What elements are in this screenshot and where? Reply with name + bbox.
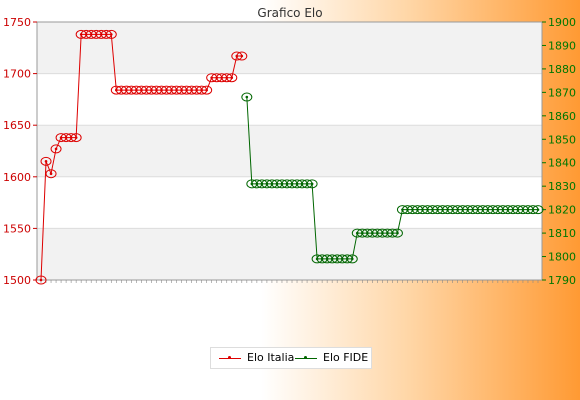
right-axis-tick-label: 1880 (548, 63, 576, 76)
data-point-elo-italia (40, 156, 52, 166)
data-point-elo-fide (306, 179, 318, 189)
data-point-elo-italia (226, 73, 238, 83)
right-axis-tick-label: 1790 (548, 274, 576, 287)
legend-swatch-elo-fide (295, 353, 317, 363)
data-point-elo-italia (105, 29, 117, 39)
plot-frame (36, 21, 543, 281)
right-axis-tick-label: 1830 (548, 180, 576, 193)
right-axis-tick-label: 1840 (548, 157, 576, 170)
right-axis-tick-label: 1820 (548, 204, 576, 217)
data-point-elo-fide (346, 254, 358, 264)
data-point-core-elo-italia (74, 136, 78, 139)
legend-label-elo-italia: Elo Italia (247, 351, 295, 364)
legend-swatch-elo-italia (219, 353, 241, 363)
legend-label-elo-fide: Elo FIDE (323, 351, 369, 364)
right-axis-tick-label: 1860 (548, 110, 576, 123)
data-point-core-elo-italia (49, 172, 53, 176)
data-point-core-elo-fide (396, 231, 399, 235)
right-axis-tick-label: 1870 (548, 86, 576, 99)
data-point-elo-fide (532, 205, 544, 215)
data-point-elo-italia (236, 51, 248, 61)
legend-item-elo-italia[interactable]: Elo Italia (219, 351, 294, 364)
data-point-core-elo-fide (310, 182, 314, 186)
data-point-core-elo-italia (240, 54, 244, 58)
data-point-elo-italia (45, 169, 57, 179)
left-axis-tick-label: 1700 (3, 68, 31, 81)
data-point-elo-fide (391, 228, 403, 238)
right-axis-tick-label: 1890 (548, 39, 576, 52)
data-point-core-elo-italia (54, 147, 58, 151)
left-axis-tick-label: 1650 (3, 119, 31, 132)
data-point-core-elo-italia (39, 278, 43, 282)
data-point-elo-italia (35, 275, 47, 285)
right-axis-tick-label: 1810 (548, 227, 576, 240)
data-point-elo-italia (50, 144, 62, 154)
data-point-core-elo-fide (245, 95, 249, 99)
data-point-core-elo-fide (350, 257, 354, 261)
legend-item-elo-fide[interactable]: Elo FIDE (295, 351, 368, 364)
data-point-core-elo-italia (109, 33, 113, 36)
left-axis-tick-label: 1750 (3, 16, 31, 29)
left-axis-tick-label: 1600 (3, 171, 31, 184)
data-point-core-elo-italia (205, 88, 208, 92)
data-point-elo-italia (70, 133, 82, 143)
data-point-core-elo-fide (536, 208, 540, 211)
data-point-core-elo-italia (44, 160, 48, 163)
grid-band (37, 228, 542, 280)
grid-band (37, 22, 542, 74)
grid-band (37, 125, 542, 177)
left-axis-tick-label: 1550 (3, 222, 31, 235)
data-point-elo-italia (201, 85, 213, 95)
right-axis-tick-label: 1800 (548, 251, 576, 264)
right-axis-tick-label: 1850 (548, 133, 576, 146)
legend: Elo Italia Elo FIDE (210, 347, 372, 369)
data-point-elo-fide (241, 92, 253, 102)
chart-title: Grafico Elo (257, 6, 322, 20)
data-point-core-elo-italia (230, 76, 234, 80)
right-axis-tick-label: 1900 (548, 16, 576, 29)
left-axis-tick-label: 1500 (3, 274, 31, 287)
